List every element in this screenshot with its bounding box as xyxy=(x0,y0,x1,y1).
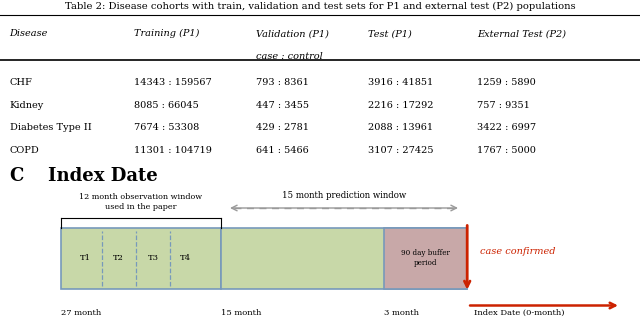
Text: Index Date: Index Date xyxy=(48,167,157,185)
Text: C: C xyxy=(10,167,24,185)
Text: 429 : 2781: 429 : 2781 xyxy=(256,124,309,133)
Text: 90 day buffer
period: 90 day buffer period xyxy=(401,250,450,267)
Text: Kidney: Kidney xyxy=(10,101,44,110)
Text: Diabetes Type II: Diabetes Type II xyxy=(10,124,92,133)
Text: CHF: CHF xyxy=(10,78,33,87)
Text: Table 2: Disease cohorts with train, validation and test sets for P1 and externa: Table 2: Disease cohorts with train, val… xyxy=(65,2,575,11)
Text: 2216 : 17292: 2216 : 17292 xyxy=(368,101,433,110)
Text: 641 : 5466: 641 : 5466 xyxy=(256,146,308,155)
Text: 27 month: 27 month xyxy=(61,309,101,317)
Text: T2: T2 xyxy=(113,254,124,262)
Text: 447 : 3455: 447 : 3455 xyxy=(256,101,309,110)
Text: 11301 : 104719: 11301 : 104719 xyxy=(134,146,212,155)
Text: 8085 : 66045: 8085 : 66045 xyxy=(134,101,199,110)
Text: External Test (P2): External Test (P2) xyxy=(477,29,566,38)
Text: 14343 : 159567: 14343 : 159567 xyxy=(134,78,212,87)
Text: 3 month: 3 month xyxy=(384,309,419,317)
Text: 757 : 9351: 757 : 9351 xyxy=(477,101,530,110)
Text: case confirmed: case confirmed xyxy=(480,247,556,256)
Text: 1259 : 5890: 1259 : 5890 xyxy=(477,78,536,87)
Text: 3107 : 27425: 3107 : 27425 xyxy=(368,146,433,155)
Text: 15 month prediction window: 15 month prediction window xyxy=(282,191,406,200)
Text: Index Date (0-month): Index Date (0-month) xyxy=(474,309,564,317)
Text: 15 month: 15 month xyxy=(221,309,261,317)
Text: T1: T1 xyxy=(79,254,91,262)
Text: Training (P1): Training (P1) xyxy=(134,29,200,38)
Text: Disease: Disease xyxy=(10,29,48,38)
Text: Validation (P1): Validation (P1) xyxy=(256,29,329,38)
Text: T4: T4 xyxy=(180,254,191,262)
Text: 1767 : 5000: 1767 : 5000 xyxy=(477,146,536,155)
Text: 793 : 8361: 793 : 8361 xyxy=(256,78,309,87)
Text: 2088 : 13961: 2088 : 13961 xyxy=(368,124,433,133)
Text: 3916 : 41851: 3916 : 41851 xyxy=(368,78,433,87)
Bar xyxy=(384,227,467,289)
Text: COPD: COPD xyxy=(10,146,39,155)
Bar xyxy=(221,227,467,289)
Text: 7674 : 53308: 7674 : 53308 xyxy=(134,124,200,133)
Text: 12 month observation window
used in the paper: 12 month observation window used in the … xyxy=(79,193,202,211)
Text: 3422 : 6997: 3422 : 6997 xyxy=(477,124,536,133)
Text: case : control: case : control xyxy=(256,52,323,61)
Text: Test (P1): Test (P1) xyxy=(368,29,412,38)
Bar xyxy=(61,227,221,289)
Text: T3: T3 xyxy=(148,254,159,262)
